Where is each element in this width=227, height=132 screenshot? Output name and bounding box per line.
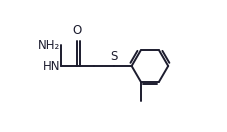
Text: HN: HN [43,60,60,72]
Text: S: S [110,50,117,63]
Text: NH₂: NH₂ [38,39,60,52]
Text: O: O [72,24,82,37]
